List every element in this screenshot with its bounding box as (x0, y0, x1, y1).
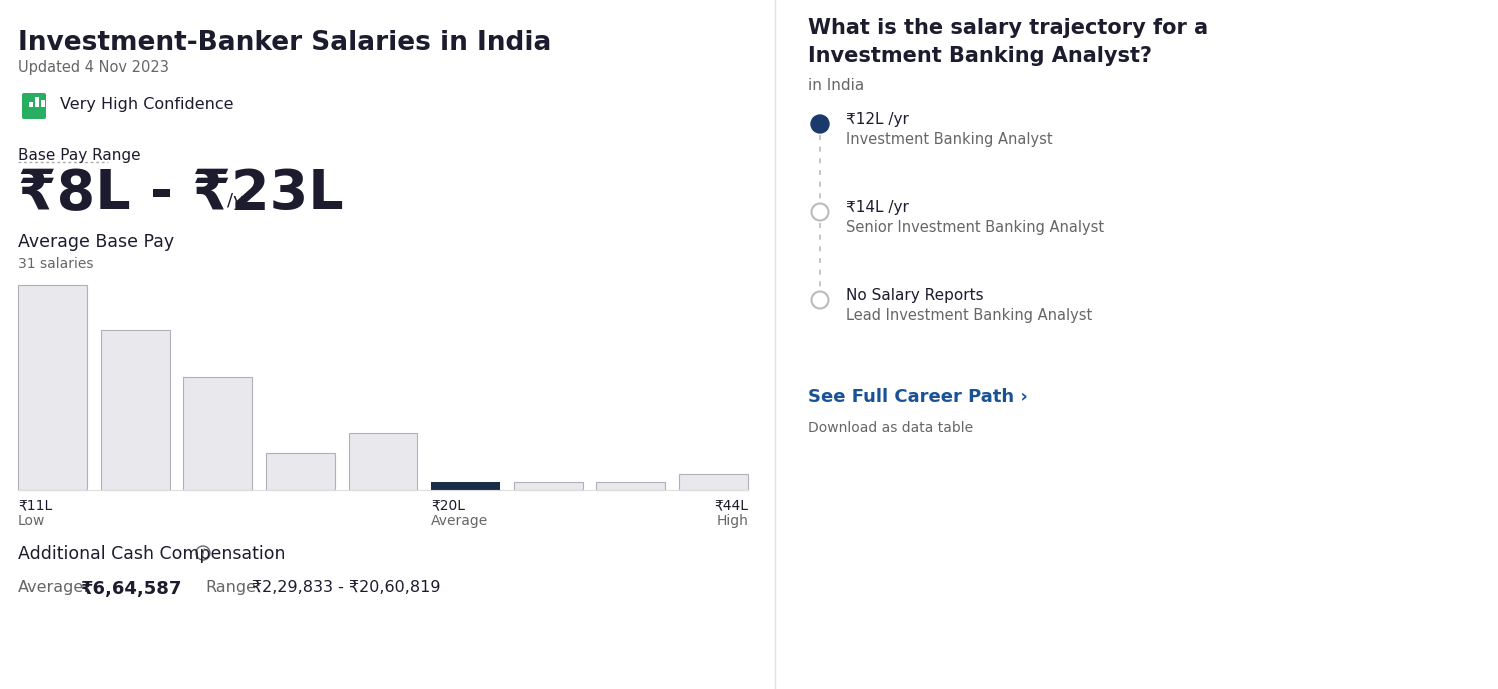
Text: What is the salary trajectory for a: What is the salary trajectory for a (807, 18, 1207, 38)
Text: ₹44L: ₹44L (715, 498, 748, 512)
Text: Average:: Average: (18, 580, 90, 595)
Text: Investment Banking Analyst: Investment Banking Analyst (846, 132, 1053, 147)
Text: ₹20L: ₹20L (431, 498, 466, 512)
Bar (514, 482, 583, 490)
Text: Lead Investment Banking Analyst: Lead Investment Banking Analyst (846, 308, 1092, 323)
Text: 31 salaries: 31 salaries (18, 257, 93, 271)
Circle shape (810, 115, 828, 133)
Text: Investment-Banker Salaries in India: Investment-Banker Salaries in India (18, 30, 551, 56)
Text: Investment Banking Analyst?: Investment Banking Analyst? (807, 46, 1152, 66)
Text: in India: in India (807, 78, 864, 93)
Bar (431, 482, 500, 490)
Text: Download as data table: Download as data table (807, 421, 974, 435)
Circle shape (812, 203, 828, 220)
Bar (100, 330, 169, 490)
Bar (18, 285, 87, 490)
Bar (40, 99, 45, 107)
Bar (267, 453, 336, 490)
Bar (596, 482, 665, 490)
Text: Average: Average (431, 514, 488, 528)
Text: Range:: Range: (205, 580, 261, 595)
Text: i: i (202, 548, 204, 558)
Text: No Salary Reports: No Salary Reports (846, 288, 984, 303)
Text: Additional Cash Compensation: Additional Cash Compensation (18, 545, 286, 563)
Text: Average Base Pay: Average Base Pay (18, 233, 174, 251)
Bar (34, 97, 39, 107)
Circle shape (812, 291, 828, 309)
Text: Low: Low (18, 514, 45, 528)
Bar (349, 433, 418, 490)
Text: Senior Investment Banking Analyst: Senior Investment Banking Analyst (846, 220, 1104, 235)
Text: High: High (716, 514, 748, 528)
Bar (679, 473, 748, 490)
Text: ₹6,64,587: ₹6,64,587 (79, 580, 181, 598)
Text: ₹12L /yr: ₹12L /yr (846, 112, 909, 127)
FancyBboxPatch shape (22, 93, 46, 119)
Bar (183, 378, 252, 490)
Text: ₹11L: ₹11L (18, 498, 52, 512)
Text: ₹2,29,833 - ₹20,60,819: ₹2,29,833 - ₹20,60,819 (252, 580, 440, 595)
Text: See Full Career Path ›: See Full Career Path › (807, 388, 1028, 406)
Bar (28, 102, 33, 107)
Text: Very High Confidence: Very High Confidence (60, 97, 234, 112)
Text: Updated 4 Nov 2023: Updated 4 Nov 2023 (18, 60, 169, 75)
Text: Base Pay Range: Base Pay Range (18, 148, 141, 163)
Text: ₹8L - ₹23L: ₹8L - ₹23L (18, 167, 343, 221)
Text: ₹14L /yr: ₹14L /yr (846, 200, 909, 215)
Text: /yr: /yr (228, 192, 252, 210)
